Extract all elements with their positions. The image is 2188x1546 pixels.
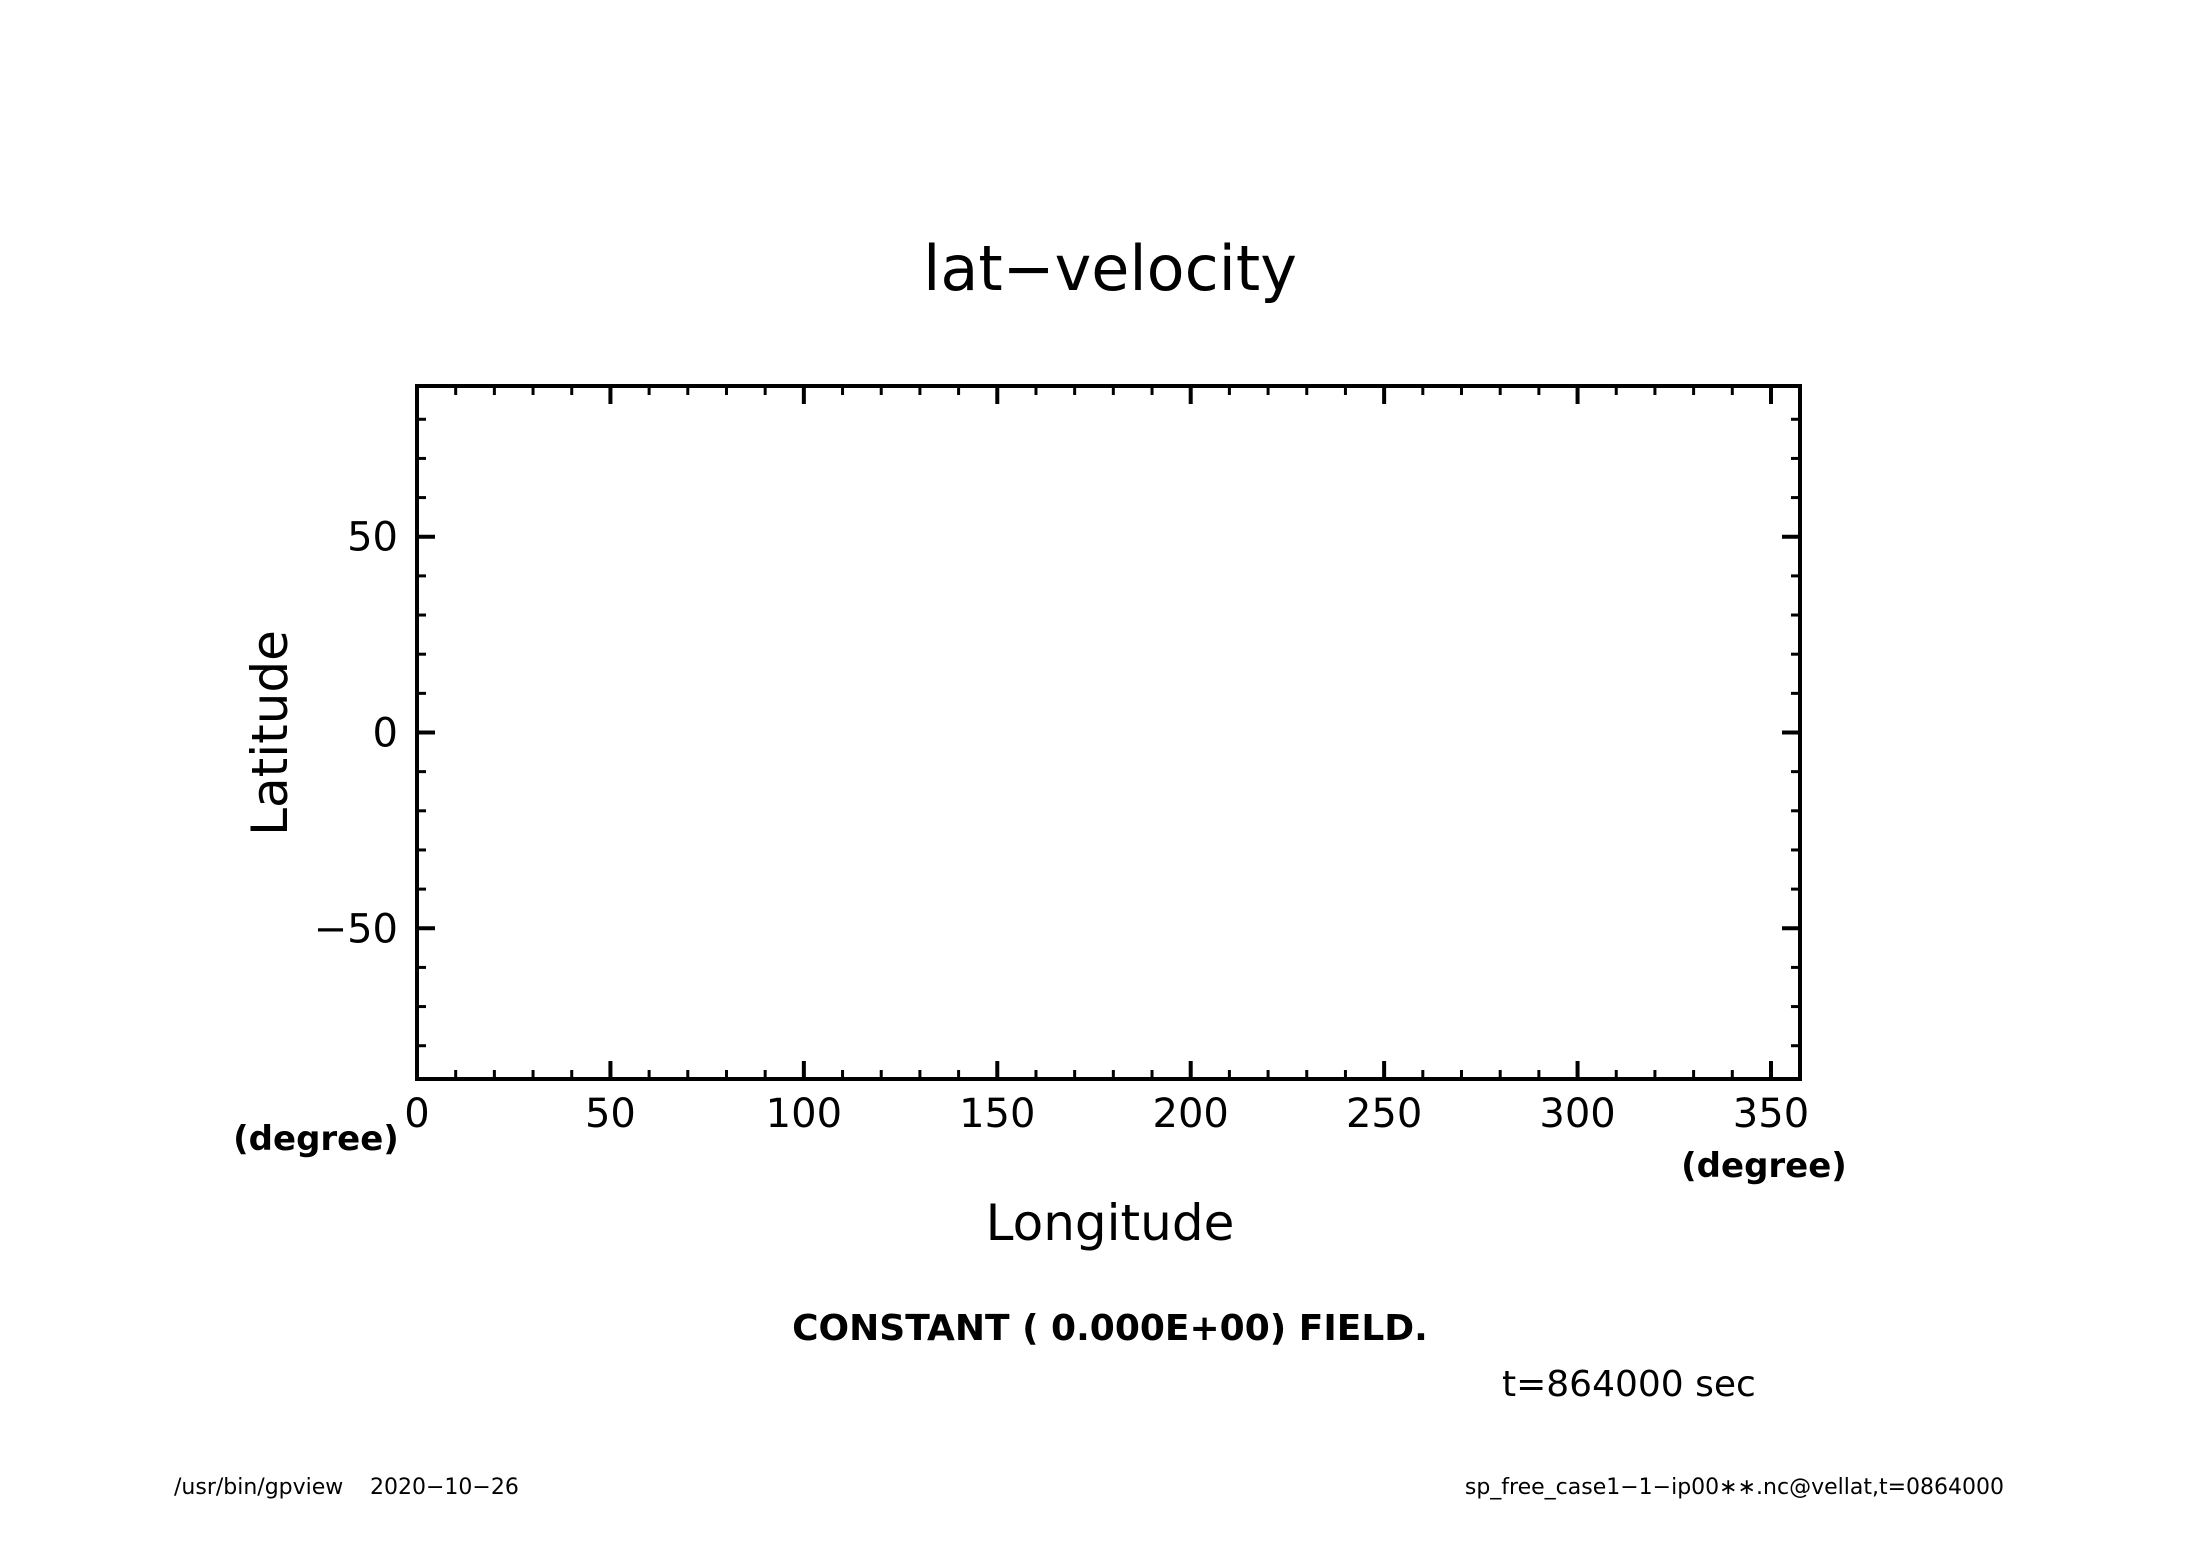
- constant-field-note: CONSTANT ( 0.000E+00) FIELD.: [792, 1308, 1428, 1349]
- x-tick-label: 50: [585, 1091, 636, 1137]
- footer-program: /usr/bin/gpview: [174, 1475, 343, 1500]
- y-tick-label: −50: [314, 906, 398, 952]
- x-tick-label: 250: [1346, 1091, 1422, 1137]
- plot-frame: [415, 384, 1802, 1081]
- x-tick-label: 150: [959, 1091, 1035, 1137]
- x-tick-label: 350: [1733, 1091, 1809, 1137]
- x-axis-title: Longitude: [986, 1194, 1235, 1252]
- x-unit-left-label: (degree): [233, 1119, 399, 1159]
- x-tick-label: 0: [404, 1091, 429, 1137]
- x-tick-label: 200: [1153, 1091, 1229, 1137]
- x-tick-label: 300: [1539, 1091, 1615, 1137]
- y-tick-labels: −50 0 50: [314, 515, 398, 953]
- x-tick-labels: 0 50 100 150 200 250 300 350: [404, 1091, 1809, 1137]
- chart-title: lat−velocity: [923, 232, 1297, 305]
- y-axis-title: Latitude: [241, 630, 299, 836]
- time-label: t=864000 sec: [1502, 1364, 1756, 1405]
- footer-source: sp_free_case1−1−ip00∗∗.nc@vellat,t=08640…: [1465, 1475, 2004, 1500]
- footer-date: 2020−10−26: [370, 1475, 519, 1500]
- x-tick-label: 100: [766, 1091, 842, 1137]
- y-tick-label: 50: [347, 515, 398, 561]
- y-tick-label: 0: [373, 711, 398, 757]
- x-unit-right-label: (degree): [1681, 1146, 1847, 1186]
- axis-ticks: [415, 386, 1800, 1079]
